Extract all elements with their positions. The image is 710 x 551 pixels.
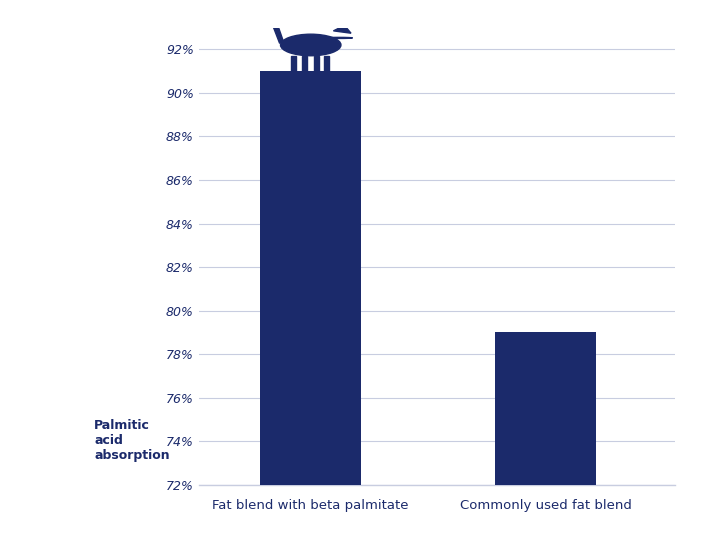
Bar [290,56,295,73]
Bar [261,71,361,551]
Bar [315,56,320,73]
Polygon shape [334,25,351,33]
Ellipse shape [280,34,341,56]
Polygon shape [273,28,283,43]
Y-axis label: Palmitic
acid
absorption: Palmitic acid absorption [94,419,170,462]
Bar [496,332,596,551]
Circle shape [324,37,353,39]
Bar [302,56,307,73]
Bar [324,56,329,73]
